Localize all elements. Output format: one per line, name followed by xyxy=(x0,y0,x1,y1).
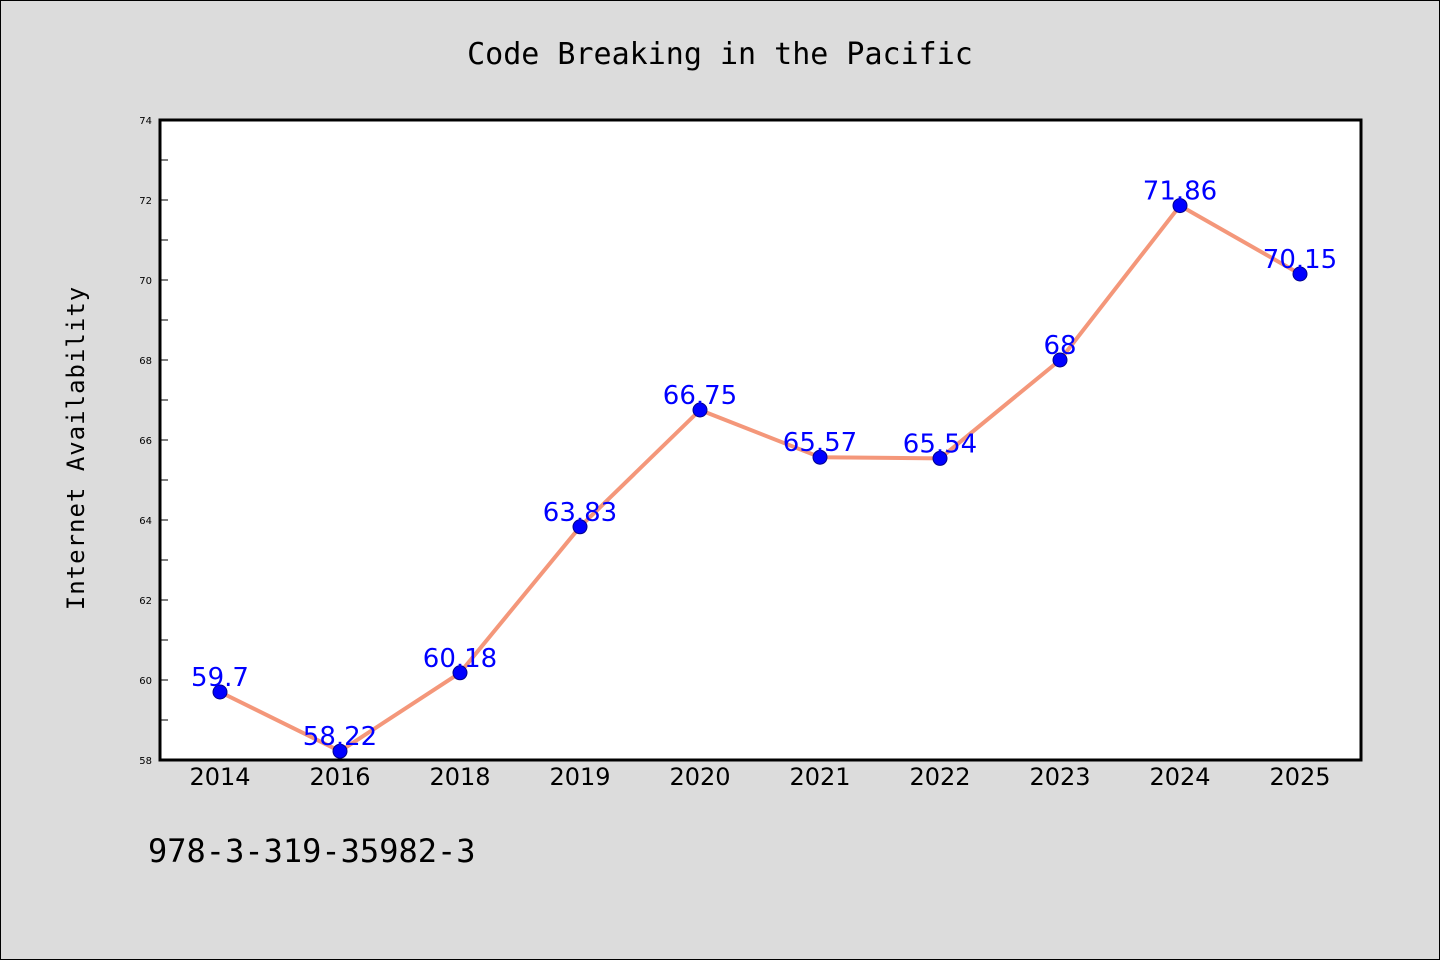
y-axis-label: Internet Availability xyxy=(62,286,90,610)
y-tick-label: 60 xyxy=(139,676,152,687)
isbn-footer: 978-3-319-35982-3 xyxy=(148,832,476,870)
data-label: 59.7 xyxy=(191,663,249,693)
data-point xyxy=(332,743,348,759)
x-tick-label: 2018 xyxy=(429,763,490,791)
data-point xyxy=(212,684,228,700)
data-label: 66.75 xyxy=(663,381,737,411)
data-label: 63.83 xyxy=(543,498,617,528)
y-tick-label: 68 xyxy=(139,356,152,367)
x-tick-label: 2021 xyxy=(789,763,850,791)
y-tick-label: 66 xyxy=(139,436,152,447)
x-tick-label: 2024 xyxy=(1149,763,1210,791)
x-tick-label: 2025 xyxy=(1269,763,1330,791)
x-tick-label: 2019 xyxy=(549,763,610,791)
data-point xyxy=(932,450,948,466)
series-line: 59.7 58.22 60.18 63.83 66.75 65.57 65.54 68 71.8… xyxy=(191,177,1337,759)
data-point xyxy=(452,665,468,681)
data-point xyxy=(812,449,828,465)
series-polyline xyxy=(219,203,1301,754)
data-label: 70.15 xyxy=(1263,245,1337,275)
y-axis: 58 60 62 64 66 68 70 72 74 xyxy=(139,116,168,767)
data-point xyxy=(572,519,588,535)
y-tick-label: 62 xyxy=(139,596,152,607)
x-tick-label: 2023 xyxy=(1029,763,1090,791)
y-tick-label: 64 xyxy=(139,516,152,527)
data-point xyxy=(1292,266,1308,282)
y-tick-label: 72 xyxy=(139,196,152,207)
chart-title: Code Breaking in the Pacific xyxy=(467,37,973,72)
data-point xyxy=(1172,198,1188,214)
y-tick-label: 58 xyxy=(139,756,152,767)
data-label: 65.57 xyxy=(783,428,857,458)
data-label: 58.22 xyxy=(303,722,377,752)
data-label: 60.18 xyxy=(423,644,497,674)
x-tick-label: 2014 xyxy=(189,763,250,791)
data-label: 65.54 xyxy=(903,429,977,459)
x-tick-label: 2022 xyxy=(909,763,970,791)
x-tick-label: 2016 xyxy=(309,763,370,791)
data-label: 68 xyxy=(1043,331,1076,361)
x-tick-label: 2020 xyxy=(669,763,730,791)
data-point xyxy=(1052,352,1068,368)
y-tick-label: 74 xyxy=(139,116,152,127)
plot-area xyxy=(158,118,1363,762)
y-tick-label: 70 xyxy=(139,276,152,287)
x-axis: 2014 2016 2018 2019 2020 2021 2022 2023 2024 2025 xyxy=(189,763,1330,791)
data-label: 71.86 xyxy=(1143,177,1217,207)
data-point xyxy=(692,402,708,418)
